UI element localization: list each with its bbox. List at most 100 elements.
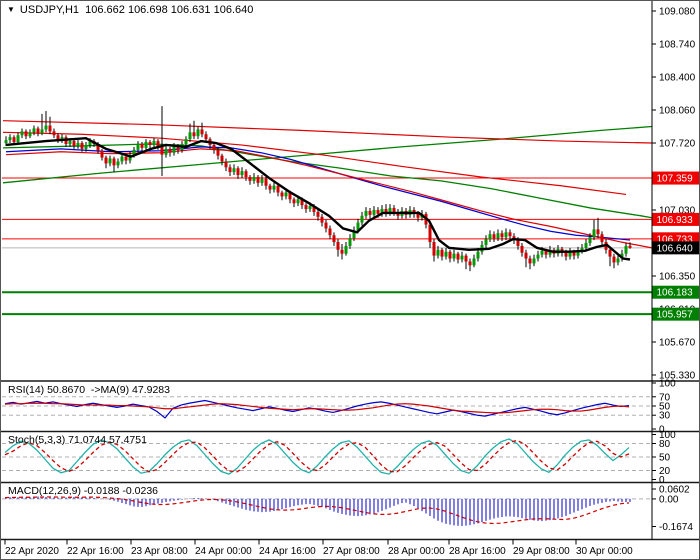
candle-up xyxy=(284,192,288,197)
candle-up xyxy=(588,237,592,243)
candle-down xyxy=(212,144,216,150)
candle-down xyxy=(596,229,600,235)
candle-down xyxy=(176,145,180,150)
candle-up xyxy=(436,249,440,256)
candle-down xyxy=(524,252,528,259)
candle-up xyxy=(344,245,348,254)
candle-down xyxy=(224,161,228,168)
candle-up xyxy=(232,168,236,173)
candle-up xyxy=(144,142,148,148)
price-panel xyxy=(2,106,652,316)
candle-up xyxy=(28,132,32,137)
candle-down xyxy=(192,132,196,137)
candle-up xyxy=(584,242,588,248)
candle-up xyxy=(16,135,20,143)
price-box-106.933 xyxy=(652,212,699,226)
candle-down xyxy=(12,137,16,143)
candle-up xyxy=(260,178,264,183)
candle-down xyxy=(72,141,76,146)
candle-up xyxy=(60,137,64,141)
candle-up xyxy=(184,139,188,144)
candle-down xyxy=(48,125,52,132)
y-axis-label: 108.400 xyxy=(659,73,696,84)
candle-down xyxy=(464,255,468,262)
candle-down xyxy=(520,245,524,253)
candle-down xyxy=(124,156,128,161)
candle-up xyxy=(504,232,508,238)
y-axis-label: 108.740 xyxy=(659,40,696,51)
candle-up xyxy=(196,129,200,137)
candle-up xyxy=(536,254,540,259)
candle-up xyxy=(116,161,120,166)
stoch-axis-label: 20 xyxy=(659,466,671,477)
candle-down xyxy=(516,240,520,246)
ma-red-upper-flat xyxy=(2,120,652,144)
x-axis-label: 23 Apr 08:00 xyxy=(131,546,188,557)
candle-up xyxy=(460,255,464,260)
y-axis-label: 106.350 xyxy=(659,272,696,283)
rsi-axis-label: 70 xyxy=(659,392,671,403)
candle-down xyxy=(492,234,496,239)
rsi-axis-label: 0 xyxy=(659,425,665,436)
candle-down xyxy=(168,148,172,153)
candle-up xyxy=(164,148,168,155)
candle-up xyxy=(32,128,36,133)
candle-down xyxy=(508,232,512,237)
price-box-105.957 xyxy=(652,307,699,321)
candle-down xyxy=(200,129,204,135)
candle-up xyxy=(388,208,392,213)
candle-down xyxy=(300,199,304,206)
stoch-axis-label: 100 xyxy=(659,430,676,441)
candle-up xyxy=(296,199,300,204)
candle-down xyxy=(440,249,444,257)
candle-up xyxy=(108,158,112,164)
candle-up xyxy=(576,250,580,256)
candle-down xyxy=(148,142,152,145)
y-axis-label: 105.670 xyxy=(659,338,696,349)
candle-down xyxy=(432,242,436,256)
candle-down xyxy=(456,253,460,260)
candle-down xyxy=(140,143,144,148)
candle-down xyxy=(52,131,56,136)
candle-up xyxy=(120,156,124,162)
stoch-axis-label: 0 xyxy=(659,475,665,486)
candle-down xyxy=(340,249,344,254)
y-axis-label: 109.080 xyxy=(659,7,696,18)
price-box-106.640 xyxy=(652,241,699,255)
candle-down xyxy=(96,143,100,151)
candle-up xyxy=(132,149,136,155)
stoch-axis-label: 50 xyxy=(659,453,671,464)
candle-down xyxy=(236,168,240,176)
candle-down xyxy=(264,178,268,186)
candle-up xyxy=(20,131,24,136)
candle-down xyxy=(628,245,632,248)
candle-up xyxy=(172,145,176,153)
candle-down xyxy=(312,206,316,212)
candle-down xyxy=(368,210,372,215)
candle-up xyxy=(476,251,480,259)
candle-up xyxy=(444,251,448,257)
candle-up xyxy=(356,222,360,231)
candle-up xyxy=(44,125,48,130)
candle-up xyxy=(540,250,544,255)
candle-up xyxy=(380,209,384,214)
candle-down xyxy=(316,211,320,217)
candle-down xyxy=(320,216,324,223)
x-axis-label: 30 Apr 00:00 xyxy=(576,546,633,557)
candle-up xyxy=(188,132,192,140)
x-axis-label: 27 Apr 08:00 xyxy=(323,546,380,557)
candle-up xyxy=(352,230,356,239)
candle-up xyxy=(580,247,584,251)
candle-up xyxy=(472,258,476,266)
candle-down xyxy=(276,185,280,193)
candle-down xyxy=(280,192,284,197)
candle-down xyxy=(416,213,420,218)
candle-down xyxy=(528,258,532,264)
candle-up xyxy=(68,141,72,144)
candle-down xyxy=(244,171,248,177)
candle-up xyxy=(592,229,596,238)
candle-up xyxy=(128,154,132,161)
candle-down xyxy=(600,234,604,243)
candle-down xyxy=(304,205,308,210)
